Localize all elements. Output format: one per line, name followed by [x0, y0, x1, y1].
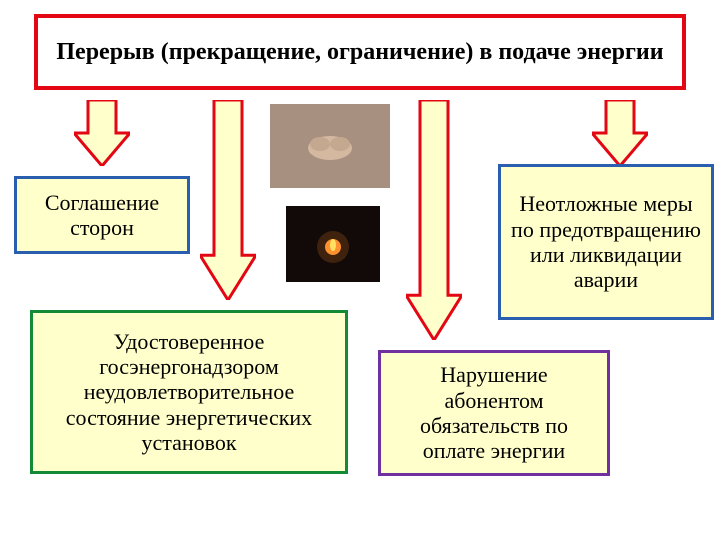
arrow-to-urgent — [592, 100, 648, 166]
hands-icon — [300, 126, 360, 166]
box-agreement-text: Соглашение сторон — [25, 190, 179, 241]
box-violation-text: Нарушение абонентом обязательств по опла… — [389, 362, 599, 463]
title-text: Перерыв (прекращение, ограничение) в под… — [56, 39, 663, 66]
box-violation: Нарушение абонентом обязательств по опла… — [378, 350, 610, 476]
image-hands-placeholder — [270, 104, 390, 188]
image-candle-placeholder — [286, 206, 380, 282]
arrow-to-violation — [406, 100, 462, 340]
title-box: Перерыв (прекращение, ограничение) в под… — [34, 14, 686, 90]
box-certified-text: Удостоверенное госэнергонадзором неудовл… — [41, 329, 337, 455]
box-urgent-text: Неотложные меры по предотвращению или ли… — [509, 191, 703, 292]
box-urgent: Неотложные меры по предотвращению или ли… — [498, 164, 714, 320]
candle-icon — [308, 219, 358, 269]
arrow-to-cert — [200, 100, 256, 300]
arrow-to-agreement — [74, 100, 130, 166]
box-certified: Удостоверенное госэнергонадзором неудовл… — [30, 310, 348, 474]
box-agreement: Соглашение сторон — [14, 176, 190, 254]
